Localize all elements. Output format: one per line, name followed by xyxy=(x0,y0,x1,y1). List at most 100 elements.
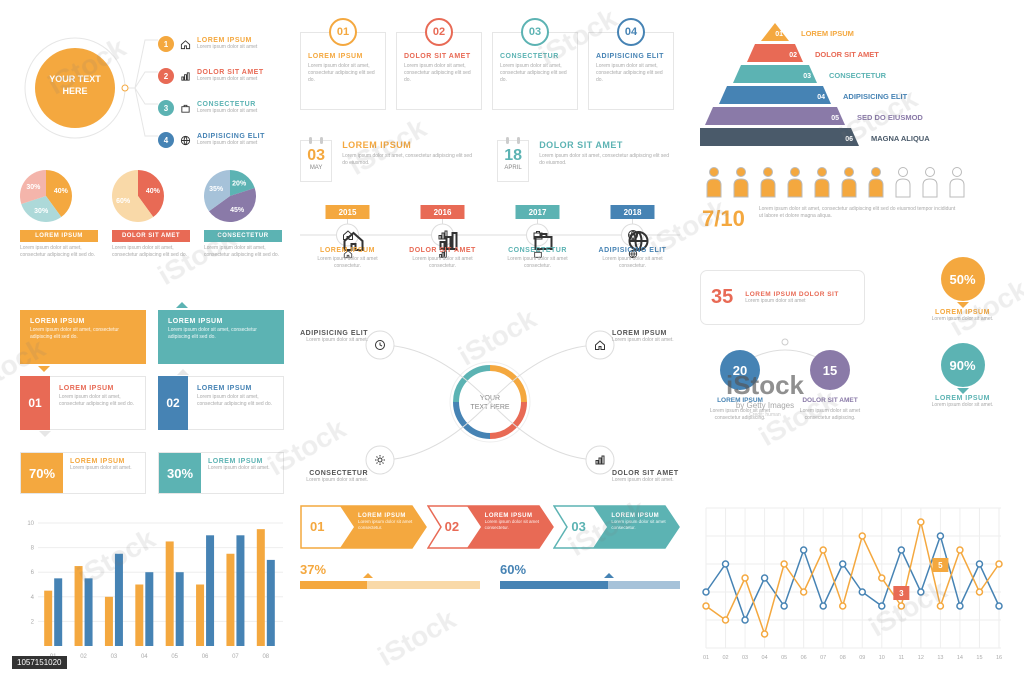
num-card: 01 LOREM IPSUM Lorem ipsum dolor sit ame… xyxy=(300,18,386,110)
svg-text:TEXT HERE: TEXT HERE xyxy=(470,404,509,411)
chart-icon xyxy=(180,71,191,82)
svg-text:09: 09 xyxy=(859,655,865,661)
svg-text:08: 08 xyxy=(840,655,846,661)
arrow-num: 01 xyxy=(310,519,324,534)
svg-text:12: 12 xyxy=(918,655,924,661)
chart-icon xyxy=(437,229,449,241)
timeline-title: CONSECTETUR xyxy=(498,247,578,254)
svg-text:05: 05 xyxy=(831,115,839,122)
calendar-icon: 18 APRIL xyxy=(497,140,529,182)
hub-item-label: ADIPISICING ELIT xyxy=(197,133,265,140)
svg-text:08: 08 xyxy=(262,654,269,660)
timeline-text: Lorem ipsum dolor sit amet consectetur. xyxy=(308,256,388,270)
hub-item-text: Lorem ipsum dolor sit amet xyxy=(197,44,257,51)
num-card-title: LOREM IPSUM xyxy=(308,53,378,60)
person-icon xyxy=(815,168,829,198)
svg-text:Lorem ipsum dolor sit amet: Lorem ipsum dolor sit amet xyxy=(710,408,771,414)
radial-label: ADIPISICING ELIT Lorem ipsum dolor sit a… xyxy=(298,330,368,344)
svg-text:3: 3 xyxy=(899,589,904,598)
num-card-title: DOLOR SIT AMET xyxy=(404,53,474,60)
radial-label: DOLOR SIT AMET Lorem ipsum dolor sit ame… xyxy=(612,470,682,484)
percent-bubble: 50% LOREM IPSUM Lorem ipsum dolor sit am… xyxy=(915,257,1010,323)
percent-bar: 30% LOREM IPSUM Lorem ipsum dolor sit am… xyxy=(158,452,284,494)
svg-text:MAGNA ALIQUA: MAGNA ALIQUA xyxy=(871,134,930,143)
svg-text:04: 04 xyxy=(817,94,825,101)
speech-bubble: LOREM IPSUM Lorem ipsum dolor sit amet, … xyxy=(158,310,284,364)
num-card-text: Lorem ipsum dolor sit amet, consectetur … xyxy=(500,63,570,83)
speech-title: LOREM IPSUM xyxy=(197,385,275,392)
cal-text: Lorem ipsum dolor sit amet, consectetur … xyxy=(539,153,672,167)
speech-bubbles: LOREM IPSUM Lorem ipsum dolor sit amet, … xyxy=(20,310,285,440)
pie-text: Lorem ipsum dolor sit amet, consectetur … xyxy=(112,245,190,259)
calendar-event: 03 MAY LOREM IPSUM Lorem ipsum dolor sit… xyxy=(300,140,475,182)
num-card-title: ADIPISICING ELIT xyxy=(596,53,666,60)
hub-item: 1 LOREM IPSUM Lorem ipsum dolor sit amet xyxy=(158,28,278,60)
hub-item: 4 ADIPISICING ELIT Lorem ipsum dolor sit… xyxy=(158,124,278,156)
pyramid: 01LOREM IPSUM02DOLOR SIT AMET03CONSECTET… xyxy=(700,18,1000,153)
num-card-text: Lorem ipsum dolor sit amet, consectetur … xyxy=(596,63,666,83)
svg-text:6: 6 xyxy=(31,570,35,576)
svg-text:60%: 60% xyxy=(116,198,131,205)
arrow-num: 02 xyxy=(445,519,459,534)
linked-circles: 20LOREM IPSUMLorem ipsum dolor sit ametc… xyxy=(700,330,870,435)
num-card-title: CONSECTETUR xyxy=(500,53,570,60)
svg-text:20: 20 xyxy=(733,363,747,378)
svg-text:03: 03 xyxy=(742,655,748,661)
svg-text:02: 02 xyxy=(722,655,728,661)
timeline-title: DOLOR SIT AMET xyxy=(403,247,483,254)
globe-icon xyxy=(627,229,639,241)
svg-text:03: 03 xyxy=(803,73,811,80)
num-badge: 04 xyxy=(617,18,645,46)
hub-item: 2 DOLOR SIT AMET Lorem ipsum dolor sit a… xyxy=(158,60,278,92)
percent-bar: 70% LOREM IPSUM Lorem ipsum dolor sit am… xyxy=(20,452,146,494)
svg-text:8: 8 xyxy=(31,546,35,552)
percent-bubbles: 50% LOREM IPSUM Lorem ipsum dolor sit am… xyxy=(880,257,1010,427)
svg-text:06: 06 xyxy=(801,655,807,661)
person-icon xyxy=(734,168,748,198)
hub-item-text: Lorem ipsum dolor sit amet xyxy=(197,140,265,147)
pie-title-bar: LOREM IPSUM xyxy=(20,230,98,242)
home-icon xyxy=(342,229,354,241)
pie-charts: 40%30%30% LOREM IPSUM Lorem ipsum dolor … xyxy=(20,170,285,300)
svg-text:CONSECTETUR: CONSECTETUR xyxy=(829,71,887,80)
svg-text:11: 11 xyxy=(898,655,904,661)
svg-text:2017: 2017 xyxy=(529,208,547,217)
timeline-item: CONSECTETUR Lorem ipsum dolor sit amet c… xyxy=(498,249,578,270)
stat-text: Lorem ipsum dolor sit amet xyxy=(745,298,839,305)
cal-title: DOLOR SIT AMET xyxy=(539,140,672,150)
speech-bubble: LOREM IPSUM Lorem ipsum dolor sit amet, … xyxy=(20,310,146,364)
person-icon xyxy=(869,168,883,198)
arrow-num: 03 xyxy=(571,519,585,534)
num-card: 03 CONSECTETUR Lorem ipsum dolor sit ame… xyxy=(492,18,578,110)
circle-hub: YOUR TEXT HERE 1 LOREM IPSUM Lorem ipsum… xyxy=(20,18,280,158)
globe-icon xyxy=(180,135,191,146)
timeline-item: DOLOR SIT AMET Lorem ipsum dolor sit ame… xyxy=(403,249,483,270)
arrow-step: 03 LOREM IPSUM Lorem ipsum dolor sit ame… xyxy=(553,505,680,549)
clock-icon xyxy=(374,339,386,351)
svg-text:16: 16 xyxy=(996,655,1002,661)
svg-text:DOLOR SIT AMET: DOLOR SIT AMET xyxy=(815,50,879,59)
svg-text:YOUR: YOUR xyxy=(480,395,500,402)
timeline-title: LOREM IPSUM xyxy=(308,247,388,254)
speech-bubble: 02 LOREM IPSUM Lorem ipsum dolor sit ame… xyxy=(158,376,284,430)
bar-chart: 2468100102030405060708 xyxy=(20,517,285,662)
speech-num: 02 xyxy=(158,376,188,430)
pie-chart: 20%45%35% CONSECTETUR Lorem ipsum dolor … xyxy=(204,170,282,259)
gear-icon xyxy=(374,454,386,466)
progress-bars: 37% 60% xyxy=(300,562,680,604)
cal-title: LOREM IPSUM xyxy=(342,140,475,150)
hub-item-text: Lorem ipsum dolor sit amet xyxy=(197,76,264,83)
percent-title: LOREM IPSUM xyxy=(70,458,132,465)
person-icon xyxy=(950,168,964,198)
pie-chart: 40%60% DOLOR SIT AMET Lorem ipsum dolor … xyxy=(112,170,190,259)
timeline-item: LOREM IPSUM Lorem ipsum dolor sit amet c… xyxy=(308,249,388,270)
svg-text:14: 14 xyxy=(957,655,963,661)
home-icon xyxy=(180,39,191,50)
hub-item-label: CONSECTETUR xyxy=(197,101,257,108)
speech-title: LOREM IPSUM xyxy=(168,318,276,325)
svg-text:03: 03 xyxy=(111,654,118,660)
svg-text:06: 06 xyxy=(202,654,209,660)
svg-text:10: 10 xyxy=(879,655,885,661)
svg-text:05: 05 xyxy=(781,655,787,661)
timeline-text: Lorem ipsum dolor sit amet consectetur. xyxy=(498,256,578,270)
